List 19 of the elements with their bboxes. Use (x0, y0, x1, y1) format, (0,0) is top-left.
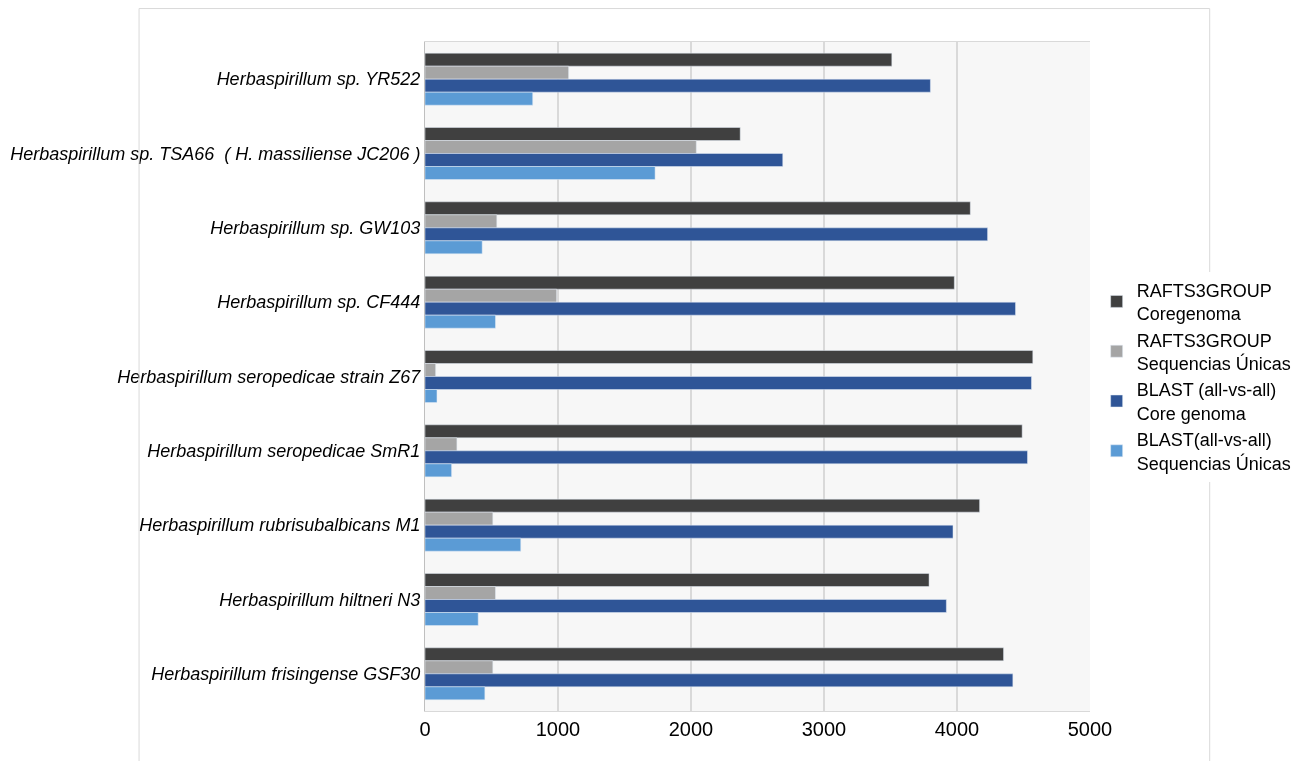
legend-label: RAFTS3GROUP Coregenoma (1136, 280, 1272, 325)
x-tick-label: 2000 (668, 718, 714, 740)
legend-label: BLAST (all-vs-all) Core genoma (1136, 380, 1277, 424)
y-tick-label: Herbaspirillum sp. CF444 (217, 292, 421, 313)
legend-label: RAFTS3GROUP Sequencias Únicas (1136, 330, 1291, 374)
y-tick-label: Herbaspirillum rubrisubalbicans M1 (139, 515, 421, 536)
x-tick-label: 4000 (934, 718, 980, 740)
y-tick-label: Herbaspirillum seropedicae SmR1 (147, 441, 421, 462)
legend-label: BLAST(all-vs-all) Sequencias Únicas (1136, 430, 1291, 474)
x-tick-label: 1000 (535, 718, 581, 740)
y-tick-label: Herbaspirillum sp. GW103 (210, 218, 421, 239)
y-tick-label: Herbaspirillum frisingense GSF30 (151, 664, 421, 685)
y-tick-label: Herbaspirillum seropedicae strain Z67 (117, 366, 422, 387)
y-tick-label: Herbaspirillum hiltneri N3 (219, 589, 421, 610)
x-tick-label: 0 (419, 718, 431, 740)
x-tick-label: 3000 (801, 718, 847, 740)
x-tick-label: 5000 (1067, 718, 1113, 740)
y-tick-label: Herbaspirillum sp. TSA66 ( H. massiliense JC206 ) (10, 143, 421, 164)
y-tick-label: Herbaspirillum sp. YR522 (216, 69, 421, 90)
